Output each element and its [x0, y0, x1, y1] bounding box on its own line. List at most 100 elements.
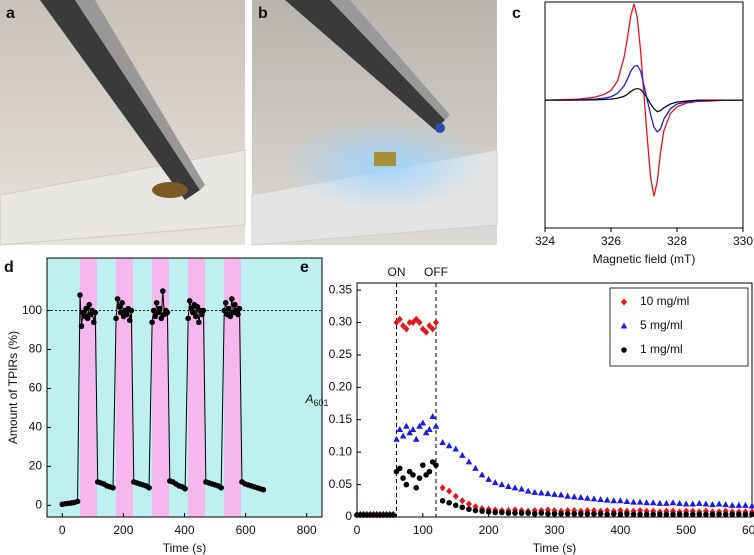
- data-point: [564, 510, 571, 517]
- data-point: [83, 305, 89, 312]
- y-tick-label: 0.30: [329, 315, 353, 329]
- data-point: [409, 425, 417, 432]
- legend-label: 10 mg/ml: [640, 294, 689, 308]
- data-point: [650, 511, 657, 518]
- data-point: [236, 305, 243, 312]
- data-point: [643, 499, 650, 506]
- legend-label: 1 mg/ml: [640, 342, 683, 356]
- panel-label: b: [258, 5, 268, 22]
- data-point: [669, 499, 677, 506]
- data-point: [416, 319, 423, 327]
- data-point: [390, 512, 397, 518]
- data-point: [200, 307, 207, 314]
- x-axis-label: Time (s): [533, 541, 577, 555]
- x-tick-label: 0: [59, 523, 66, 537]
- panel-label: a: [6, 5, 15, 22]
- data-point: [584, 510, 591, 517]
- x-tick-label: 300: [544, 523, 564, 537]
- data-point: [84, 315, 91, 322]
- data-point: [722, 501, 729, 508]
- data-point: [670, 511, 676, 518]
- x-tick-label: 500: [676, 523, 696, 537]
- data-point: [119, 299, 125, 306]
- data-point: [649, 499, 657, 506]
- data-point: [623, 497, 631, 504]
- data-point: [77, 292, 83, 298]
- data-point: [544, 490, 552, 497]
- panel-label: c: [512, 5, 521, 22]
- legend-label: 5 mg/ml: [640, 318, 683, 332]
- y-tick-label: 80: [29, 342, 43, 356]
- series-line: [545, 87, 743, 113]
- data-point: [413, 485, 420, 491]
- data-point: [158, 315, 165, 322]
- data-point: [432, 422, 440, 429]
- data-point: [683, 511, 689, 518]
- data-point: [452, 502, 459, 509]
- legend-box: [609, 287, 749, 367]
- data-point: [716, 511, 722, 518]
- data-point: [584, 494, 591, 501]
- data-point: [564, 492, 571, 499]
- data-point: [656, 499, 664, 506]
- data-point: [232, 301, 238, 308]
- data-point: [630, 511, 637, 518]
- light-on-region: [188, 258, 205, 517]
- x-tick-label: 600: [236, 523, 256, 537]
- data-point: [505, 483, 512, 490]
- y-tick-label: 0.25: [329, 347, 353, 361]
- light-on-region: [152, 258, 169, 517]
- data-point: [617, 497, 624, 504]
- x-tick-label: 328: [667, 234, 687, 248]
- data-point: [439, 497, 446, 504]
- data-point: [485, 475, 492, 482]
- data-point: [416, 422, 423, 429]
- x-tick-label: 326: [601, 234, 621, 248]
- data-point: [722, 511, 729, 518]
- data-point: [558, 510, 564, 517]
- data-point: [591, 510, 597, 517]
- data-point: [742, 501, 749, 508]
- y-tick-label: 0.05: [329, 477, 353, 491]
- data-point: [603, 496, 611, 503]
- data-point: [604, 511, 610, 518]
- data-point: [422, 429, 430, 436]
- data-point: [116, 303, 122, 310]
- photo-a: [0, 0, 246, 246]
- data-point: [393, 319, 400, 327]
- data-point: [663, 499, 670, 506]
- legend-swatch: [621, 298, 627, 306]
- x-tick-label: 0: [354, 523, 361, 537]
- data-point: [545, 510, 551, 517]
- data-point: [531, 510, 538, 517]
- data-point: [538, 510, 545, 516]
- data-point: [617, 511, 624, 518]
- data-point: [498, 481, 506, 488]
- data-point: [525, 510, 531, 516]
- data-point: [597, 495, 604, 502]
- y-tick-label: 0.10: [329, 444, 353, 458]
- data-point: [551, 490, 558, 497]
- data-point: [419, 419, 427, 426]
- data-point: [114, 296, 121, 302]
- data-point: [218, 484, 224, 491]
- data-point: [696, 511, 703, 518]
- data-point: [410, 472, 416, 478]
- annotation-label: ON: [388, 265, 406, 279]
- data-point: [86, 301, 92, 308]
- x-tick-label: 200: [113, 523, 133, 537]
- data-point: [433, 319, 439, 327]
- data-point: [110, 484, 116, 491]
- data-point: [409, 319, 416, 327]
- data-point: [676, 511, 683, 518]
- data-point: [74, 498, 81, 505]
- data-point: [182, 485, 188, 492]
- data-point: [433, 462, 439, 468]
- data-point: [149, 319, 155, 326]
- data-point: [221, 307, 228, 314]
- data-point: [485, 509, 492, 515]
- data-point: [742, 511, 749, 518]
- data-point: [399, 432, 407, 439]
- data-point: [128, 307, 135, 314]
- data-point: [459, 451, 466, 458]
